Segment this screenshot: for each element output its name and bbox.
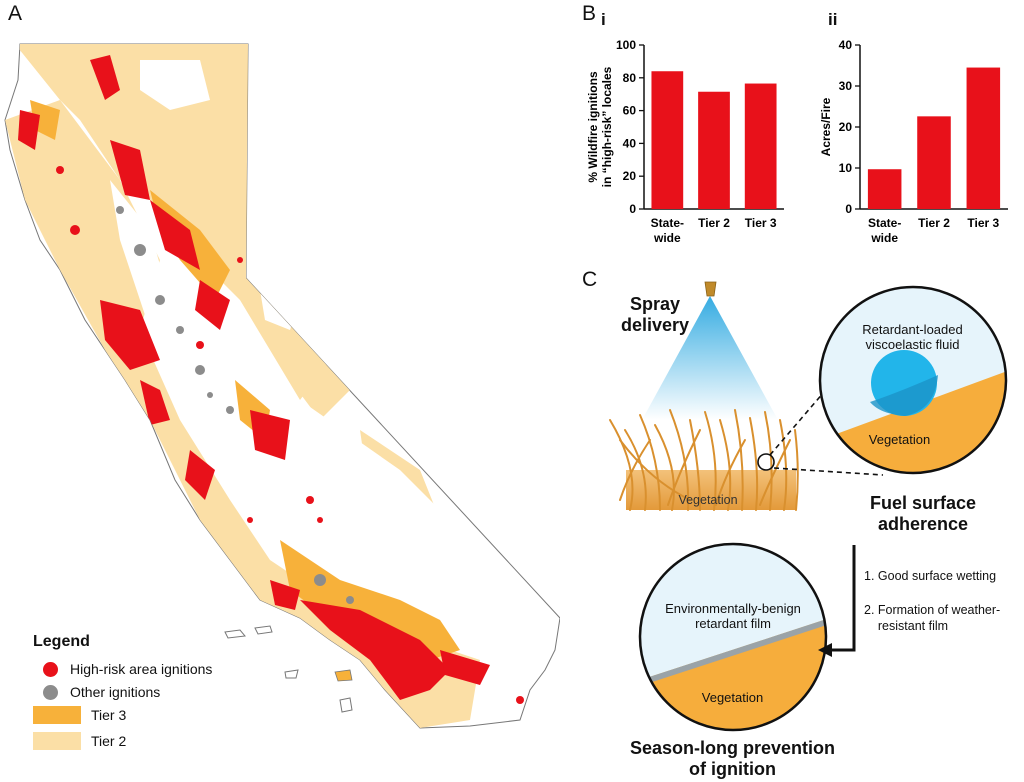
bar: [744, 83, 777, 209]
x-tick-label: Tier 2: [698, 216, 730, 230]
y-axis-label: Acres/Fire: [819, 97, 833, 156]
y-tick-label: 20: [839, 120, 853, 134]
vegetation-label: Vegetation: [678, 493, 737, 507]
red-dot-icon: [43, 661, 58, 677]
legend-item-tier3: Tier 3: [33, 706, 293, 724]
tier3-swatch: [33, 706, 81, 724]
y-tick-label: 80: [623, 71, 637, 85]
tier2-swatch: [33, 732, 81, 750]
x-tick-label: Tier 2: [918, 216, 950, 230]
svg-text:Acres/Fire: Acres/Fire: [819, 97, 833, 156]
down-arrow-icon: [828, 545, 856, 652]
step-2: 2. Formation of weather- resistant film: [864, 603, 1001, 633]
legend-label: High-risk area ignitions: [70, 661, 213, 677]
spray-diagram: Vegetation: [609, 281, 1008, 732]
bar: [867, 169, 902, 209]
y-tick-label: 30: [839, 79, 853, 93]
y-tick-label: 0: [629, 202, 636, 216]
y-axis-label: % Wildfire ignitions in “high-risk” local…: [586, 66, 614, 187]
legend-item-other: Other ignitions: [33, 684, 293, 700]
y-tick-label: 0: [845, 202, 852, 216]
panel-label-b: B: [582, 2, 597, 25]
california-map: [4, 43, 560, 729]
y-tick-label: 40: [623, 136, 637, 150]
film-label: Environmentally-benign retardant film: [665, 601, 801, 631]
legend-label: Tier 3: [91, 707, 127, 723]
legend-label: Tier 2: [91, 733, 127, 749]
x-tick-label: State-: [868, 216, 901, 230]
x-tick-label: wide: [653, 231, 681, 245]
y-tick-label: 60: [623, 104, 637, 118]
x-tick-label: wide: [870, 231, 898, 245]
vegetation-grass: [609, 409, 799, 511]
x-tick-label: State-: [651, 216, 684, 230]
legend-item-high-risk: High-risk area ignitions: [33, 661, 293, 677]
y-tick-label: 20: [623, 169, 637, 183]
fuel-adherence-title: Fuel surface adherence: [869, 493, 977, 534]
nozzle-icon: [704, 281, 717, 297]
bar: [698, 91, 730, 209]
svg-text:in “high-risk” locales: in “high-risk” locales: [600, 66, 614, 187]
map-legend: Legend High-risk area ignitions Other ig…: [33, 633, 293, 750]
bar-chart-ignitions: 0 20 40 60 80 100 State-wide Tier 2 Tier 3 % Wild…: [586, 38, 784, 245]
x-tick-label: Tier 3: [967, 216, 999, 230]
grey-dot-icon: [43, 684, 58, 700]
bar-chart-acres-per-fire: 0 10 20 30 40 State-wide Tier 2 Tier 3 Acres/Fir…: [819, 38, 1008, 245]
legend-title: Legend: [33, 633, 90, 650]
bar: [651, 71, 684, 209]
film-circle: [640, 544, 826, 730]
spray-delivery-title: Spray delivery: [620, 294, 690, 335]
film-vegetation-label: Vegetation: [701, 690, 764, 705]
panel-label-c: C: [582, 268, 598, 291]
zoom-circle: [820, 287, 1006, 473]
bar: [966, 67, 1001, 209]
step-1: 1. Good surface wetting: [864, 569, 997, 583]
zoom-fluid-label: Retardant-loaded viscoelastic fluid: [862, 322, 963, 352]
svg-text:% Wildfire ignitions: % Wildfire ignitions: [586, 71, 600, 183]
legend-label: Other ignitions: [70, 684, 161, 700]
y-tick-label: 40: [839, 38, 853, 52]
y-tick-label: 100: [616, 38, 636, 52]
y-tick-label: 10: [839, 161, 853, 175]
bar: [917, 116, 951, 209]
panel-label-a: A: [8, 2, 23, 25]
x-tick-label: Tier 3: [745, 216, 777, 230]
subpanel-label-i: i: [601, 10, 606, 29]
legend-item-tier2: Tier 2: [33, 732, 293, 750]
zoom-vegetation-label: Vegetation: [868, 432, 931, 447]
prevention-title: Season-long prevention of ignition: [629, 738, 836, 779]
zoom-source-circle: [757, 453, 775, 471]
subpanel-label-ii: ii: [828, 10, 838, 29]
